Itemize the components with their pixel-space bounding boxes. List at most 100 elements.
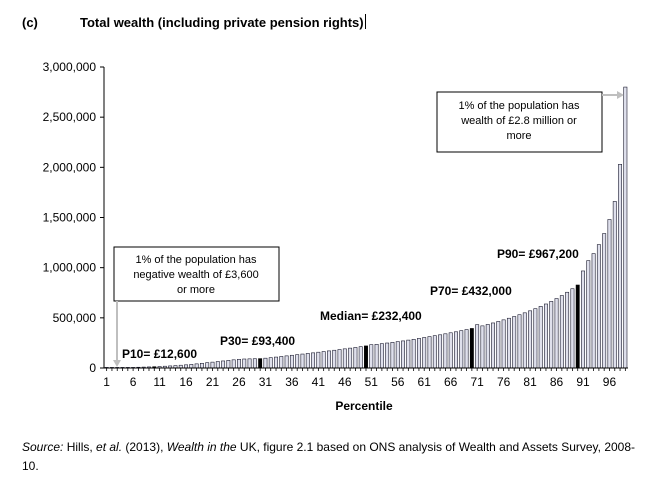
bar-p54 bbox=[385, 342, 390, 369]
bar-p24 bbox=[226, 360, 231, 369]
bar-p70 bbox=[469, 328, 474, 369]
top-callout-line-1: 1% of the population has bbox=[458, 100, 580, 112]
bar-p74 bbox=[491, 322, 495, 369]
bar-p48 bbox=[353, 347, 358, 369]
x-tick-label: 31 bbox=[259, 375, 273, 389]
x-tick-label: 6 bbox=[130, 375, 137, 389]
bar-p42 bbox=[321, 351, 326, 369]
source-book: Wealth in the bbox=[166, 440, 237, 454]
bar-p98 bbox=[618, 164, 622, 369]
bar-p29 bbox=[252, 358, 257, 369]
bar-p49 bbox=[358, 346, 363, 369]
source-authors: Hills, bbox=[63, 440, 97, 454]
bar-p28 bbox=[247, 358, 252, 369]
bar-p38 bbox=[300, 353, 305, 369]
bar-p62 bbox=[427, 336, 432, 369]
bar-p86 bbox=[554, 298, 559, 369]
top-callout-line-3: more bbox=[506, 130, 531, 142]
bar-p33 bbox=[274, 356, 278, 369]
bar-p69 bbox=[464, 329, 469, 369]
y-tick-label: 3,000,000 bbox=[43, 60, 97, 74]
annotation-p10: P10= £12,600 bbox=[122, 347, 197, 361]
bar-p82 bbox=[533, 308, 538, 369]
negative-wealth-callout: 1% of the population has negative wealth… bbox=[113, 246, 280, 367]
x-tick-label: 1 bbox=[103, 375, 110, 389]
annotation-p70: P70= £432,000 bbox=[430, 284, 512, 298]
bar-p57 bbox=[401, 340, 405, 369]
bar-p76 bbox=[501, 319, 506, 369]
x-tick-label: 51 bbox=[365, 375, 379, 389]
bar-p93 bbox=[591, 253, 596, 369]
source-rest: UK, figure 2.1 based on ONS analysis of … bbox=[22, 440, 636, 473]
bar-p52 bbox=[374, 344, 379, 369]
x-tick-label: 11 bbox=[153, 375, 166, 389]
bar-p95 bbox=[602, 233, 607, 369]
bar-p22 bbox=[215, 361, 220, 369]
chart-title: Total wealth (including private pension … bbox=[80, 15, 364, 30]
bar-p60 bbox=[416, 338, 421, 369]
bar-p88 bbox=[565, 291, 570, 369]
bar-p68 bbox=[459, 330, 464, 369]
axes bbox=[100, 66, 628, 371]
bar-p47 bbox=[348, 347, 353, 369]
bar-p72 bbox=[480, 325, 485, 369]
bar-p92 bbox=[586, 260, 591, 369]
bar-p50 bbox=[364, 345, 368, 369]
top-callout-arrowhead bbox=[617, 91, 624, 99]
y-tick-label: 0 bbox=[89, 361, 96, 375]
bar-p77 bbox=[506, 317, 511, 369]
x-tick-label: 96 bbox=[603, 375, 617, 389]
bar-p41 bbox=[316, 351, 321, 369]
bar-p53 bbox=[379, 343, 384, 369]
bar-p99 bbox=[623, 86, 628, 369]
panel-tag: (c) bbox=[22, 15, 38, 30]
source-etal: et al. bbox=[96, 440, 123, 454]
x-tick-label: 36 bbox=[285, 375, 299, 389]
x-tick-labels: 1 6 11 16 21 26 31 36 41 46 51 56 61 66 71 76 81 86 91 96 bbox=[103, 375, 616, 389]
bar-p87 bbox=[559, 295, 564, 369]
bar-p61 bbox=[422, 337, 427, 369]
x-tick-label: 41 bbox=[312, 375, 326, 389]
annotation-p30: P30= £93,400 bbox=[220, 334, 295, 348]
bar-p17 bbox=[189, 364, 194, 369]
bar-p30 bbox=[258, 358, 263, 369]
bar-p59 bbox=[411, 338, 416, 369]
annotation-p90: P90= £967,200 bbox=[497, 247, 579, 261]
x-tick-label: 16 bbox=[179, 375, 193, 389]
bar-p90 bbox=[575, 284, 580, 369]
x-tick-label: 86 bbox=[550, 375, 564, 389]
x-axis-label: Percentile bbox=[335, 399, 393, 413]
source-year: (2013), bbox=[122, 440, 167, 454]
bar-p83 bbox=[538, 306, 543, 369]
bar-p97 bbox=[612, 201, 617, 369]
bar-p31 bbox=[263, 357, 268, 369]
bar-p18 bbox=[194, 363, 199, 369]
x-tick-label: 71 bbox=[470, 375, 484, 389]
bar-p40 bbox=[311, 352, 316, 369]
top-wealth-callout: 1% of the population has wealth of £2.8 … bbox=[436, 91, 624, 153]
source-label: Source: bbox=[22, 440, 64, 454]
negative-callout-line-2: negative wealth of £3,600 bbox=[133, 269, 258, 281]
bar-p81 bbox=[528, 310, 533, 369]
negative-callout-arrowhead bbox=[113, 360, 121, 367]
y-tick-label: 1,500,000 bbox=[43, 211, 97, 225]
bar-p34 bbox=[279, 356, 284, 369]
bar-p20 bbox=[205, 362, 210, 369]
bar-p32 bbox=[268, 357, 273, 369]
x-tick-label: 81 bbox=[523, 375, 537, 389]
bar-p65 bbox=[443, 333, 448, 369]
source-note: Source: Hills, et al. (2013), Wealth in … bbox=[22, 438, 642, 476]
negative-callout-line-3: or more bbox=[177, 284, 215, 296]
bar-p37 bbox=[295, 354, 300, 369]
y-tick-label: 1,000,000 bbox=[43, 261, 97, 275]
bar-p89 bbox=[570, 288, 575, 369]
top-callout-line-2: wealth of £2.8 million or bbox=[460, 115, 577, 127]
x-tick-label: 46 bbox=[338, 375, 352, 389]
bar-p26 bbox=[237, 359, 241, 369]
bar-p45 bbox=[337, 349, 342, 369]
y-tick-label: 2,500,000 bbox=[43, 110, 97, 124]
x-tick-label: 61 bbox=[418, 375, 432, 389]
bar-p19 bbox=[199, 362, 204, 369]
bar-p25 bbox=[231, 359, 236, 369]
y-tick-label: 500,000 bbox=[53, 311, 97, 325]
